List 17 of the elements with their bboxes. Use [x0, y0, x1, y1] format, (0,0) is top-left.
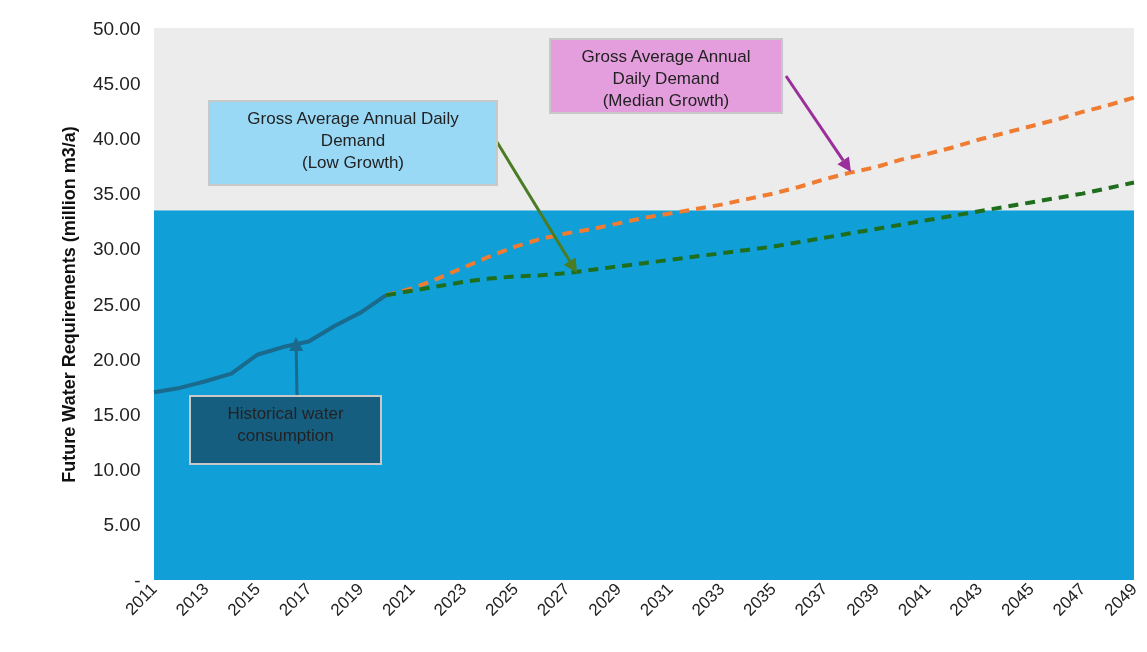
annotation: Gross Average Annual Daily Demand (Median Growth)	[580, 46, 752, 112]
y-tick-label: 15.00	[92, 403, 141, 425]
y-tick-label: 45.00	[92, 72, 141, 94]
y-tick-label: 50.00	[92, 17, 141, 39]
y-tick-label: 25.00	[92, 293, 141, 315]
annotation: Historical water consumption	[226, 403, 345, 447]
line-series	[152, 293, 389, 395]
y-tick-label: 30.00	[92, 238, 141, 260]
y-tick-label: 40.00	[92, 127, 141, 149]
y-tick-label: 20.00	[92, 348, 141, 370]
y-tick-label: 5.00	[103, 514, 141, 536]
y-tick-label: 10.00	[92, 459, 141, 481]
annotation: Gross Average Annual Daily Demand (Low Growth)	[246, 108, 460, 174]
y-tick-label: -	[134, 569, 141, 591]
y-axis-title: Future Water Requirements (million m3/a)	[58, 126, 79, 483]
line-series	[384, 180, 1136, 298]
y-tick-label: 35.00	[92, 183, 141, 205]
